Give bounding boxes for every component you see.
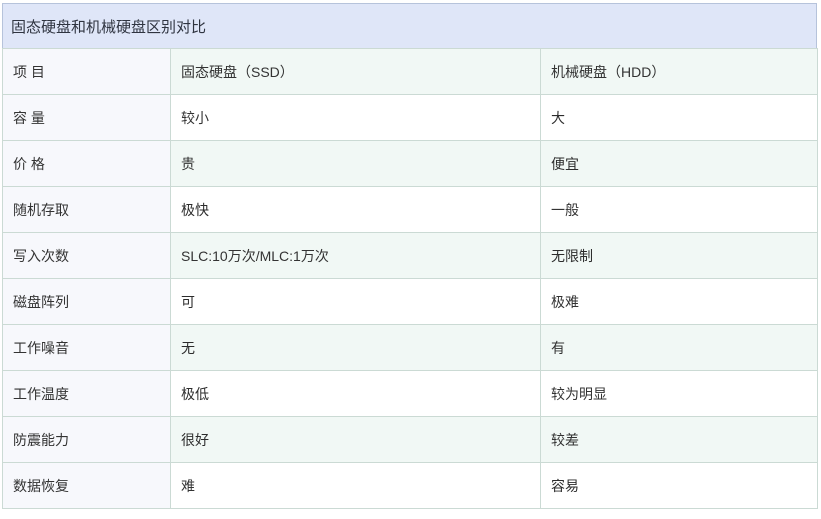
header-item: 项 目 [2,48,171,95]
ssd-value: 贵 [170,140,541,187]
ssd-value: 很好 [170,416,541,463]
table-header-row: 项 目 固态硬盘（SSD） 机械硬盘（HDD） [2,48,818,95]
hdd-value: 便宜 [540,140,818,187]
comparison-table-container: 固态硬盘和机械硬盘区别对比 项 目 固态硬盘（SSD） 机械硬盘（HDD） 容 … [2,3,818,509]
hdd-value: 较差 [540,416,818,463]
header-hdd: 机械硬盘（HDD） [540,48,818,95]
row-item-label: 写入次数 [2,232,171,279]
row-item-label: 随机存取 [2,186,171,233]
table-row: 容 量 较小 大 [2,94,818,141]
table-row: 工作噪音 无 有 [2,324,818,371]
row-item-label: 工作温度 [2,370,171,417]
ssd-value: 极快 [170,186,541,233]
ssd-value: 极低 [170,370,541,417]
ssd-value: 可 [170,278,541,325]
row-item-label: 防震能力 [2,416,171,463]
ssd-value: 无 [170,324,541,371]
row-item-label: 工作噪音 [2,324,171,371]
hdd-value: 极难 [540,278,818,325]
ssd-value: 难 [170,462,541,509]
table-row: 随机存取 极快 一般 [2,186,818,233]
table-row: 数据恢复 难 容易 [2,462,818,509]
hdd-value: 容易 [540,462,818,509]
header-ssd: 固态硬盘（SSD） [170,48,541,95]
ssd-value: 较小 [170,94,541,141]
ssd-value: SLC:10万次/MLC:1万次 [170,232,541,279]
row-item-label: 价 格 [2,140,171,187]
table-row: 磁盘阵列 可 极难 [2,278,818,325]
table-row: 工作温度 极低 较为明显 [2,370,818,417]
table-row: 价 格 贵 便宜 [2,140,818,187]
hdd-value: 较为明显 [540,370,818,417]
table-row: 防震能力 很好 较差 [2,416,818,463]
hdd-value: 一般 [540,186,818,233]
row-item-label: 磁盘阵列 [2,278,171,325]
row-item-label: 数据恢复 [2,462,171,509]
comparison-table: 项 目 固态硬盘（SSD） 机械硬盘（HDD） 容 量 较小 大 价 格 贵 便… [2,48,818,509]
row-item-label: 容 量 [2,94,171,141]
hdd-value: 有 [540,324,818,371]
hdd-value: 大 [540,94,818,141]
table-title: 固态硬盘和机械硬盘区别对比 [2,3,817,48]
table-row: 写入次数 SLC:10万次/MLC:1万次 无限制 [2,232,818,279]
hdd-value: 无限制 [540,232,818,279]
